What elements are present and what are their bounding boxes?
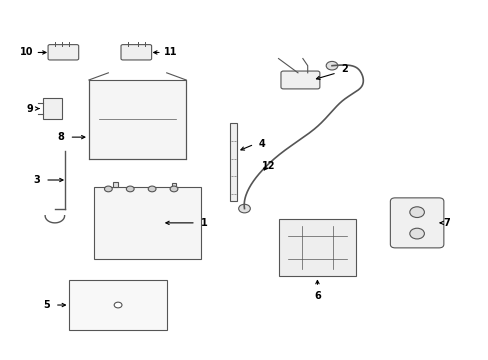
Circle shape (126, 186, 134, 192)
Circle shape (114, 302, 122, 308)
Circle shape (409, 207, 424, 217)
Text: 1: 1 (201, 218, 207, 228)
Text: 4: 4 (259, 139, 265, 149)
Circle shape (148, 186, 156, 192)
Bar (113, 182, 118, 187)
Circle shape (409, 228, 424, 239)
Text: 2: 2 (341, 64, 348, 74)
Circle shape (238, 204, 250, 213)
Bar (229, 123, 237, 202)
FancyBboxPatch shape (48, 45, 79, 60)
Text: 7: 7 (443, 218, 449, 228)
Text: 6: 6 (313, 291, 320, 301)
FancyBboxPatch shape (281, 71, 319, 89)
Bar (171, 183, 176, 187)
Text: 8: 8 (58, 132, 64, 142)
Text: 12: 12 (262, 161, 275, 171)
Bar (69, 280, 166, 330)
Circle shape (104, 186, 112, 192)
Bar (89, 80, 186, 158)
Text: 5: 5 (43, 300, 50, 310)
Text: 11: 11 (164, 48, 178, 58)
Circle shape (170, 186, 178, 192)
Text: 9: 9 (26, 104, 33, 113)
FancyBboxPatch shape (121, 45, 151, 60)
Text: 10: 10 (20, 48, 33, 58)
FancyBboxPatch shape (389, 198, 443, 248)
Bar (42, 98, 62, 119)
Bar (94, 187, 201, 258)
Circle shape (325, 62, 337, 70)
Text: 3: 3 (34, 175, 40, 185)
Bar (278, 219, 356, 276)
